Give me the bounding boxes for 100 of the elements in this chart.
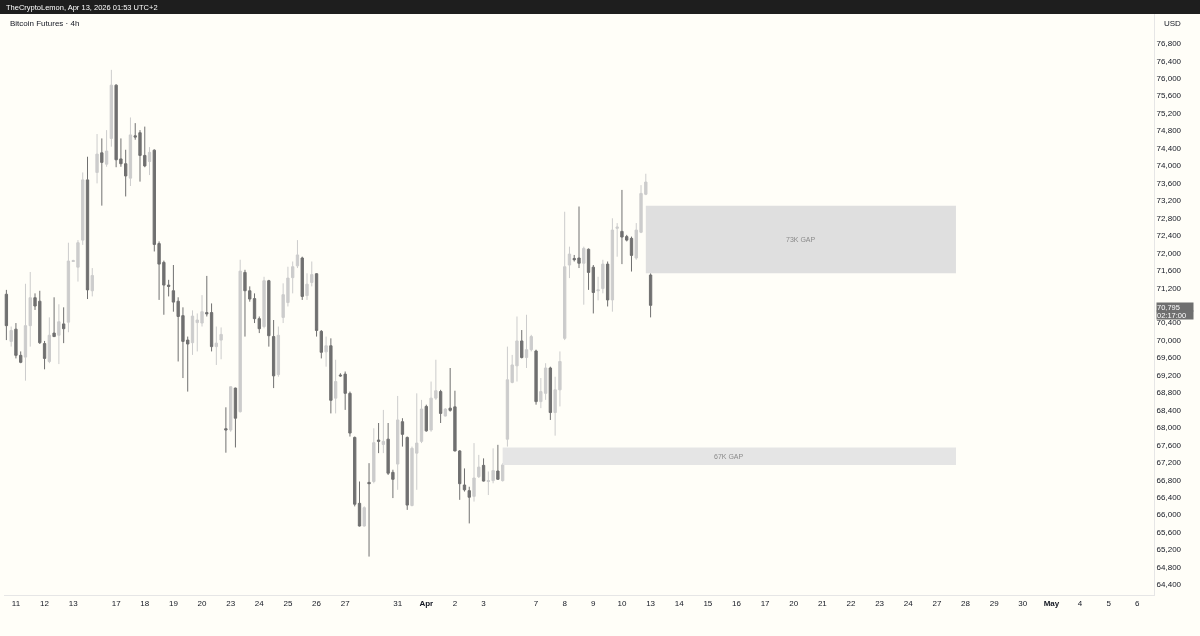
- candlestick: [477, 454, 481, 479]
- candlestick: [47, 316, 51, 364]
- x-tick-label: 20: [197, 598, 208, 608]
- candlestick: [424, 404, 428, 433]
- x-tick-label: 6: [1135, 598, 1141, 608]
- candlestick: [605, 261, 610, 307]
- y-tick-label: 70,400: [1156, 318, 1182, 328]
- candlestick: [61, 306, 66, 344]
- x-tick-label: 27: [932, 598, 942, 608]
- candlestick: [372, 427, 376, 484]
- y-tick-label: 64,800: [1156, 562, 1182, 572]
- y-tick-label: 71,600: [1156, 266, 1182, 276]
- candlestick: [214, 326, 219, 366]
- y-tick-label: 74,800: [1156, 126, 1182, 136]
- y-tick-label: 67,200: [1156, 458, 1182, 468]
- candlestick: [500, 462, 505, 483]
- y-tick-label: 66,800: [1156, 475, 1182, 485]
- x-tick-label: 12: [40, 598, 50, 608]
- candlestick: [90, 267, 94, 297]
- x-tick-label: 31: [393, 598, 403, 608]
- candlestick: [329, 337, 333, 414]
- y-axis-title: USD: [1164, 19, 1182, 28]
- candlestick: [95, 133, 99, 184]
- x-tick-label: 19: [168, 598, 179, 608]
- x-tick-label: 23: [875, 598, 885, 608]
- x-tick-label: 14: [674, 598, 685, 608]
- candlestick: [481, 457, 486, 483]
- x-tick-label: 17: [111, 598, 122, 608]
- candlestick: [496, 444, 500, 481]
- candlestick: [563, 211, 567, 341]
- candlestick: [42, 340, 47, 370]
- candlestick: [367, 462, 371, 558]
- x-tick-label: 4: [1077, 598, 1083, 608]
- candlestick: [305, 272, 309, 301]
- candlestick: [462, 467, 467, 493]
- candlestick: [405, 436, 409, 511]
- candlestick: [443, 407, 448, 417]
- x-tick-label: 30: [1018, 598, 1028, 608]
- x-tick-label: 7: [533, 598, 539, 608]
- y-tick-label: 70,000: [1156, 335, 1182, 345]
- candlestick: [610, 217, 615, 313]
- x-tick-label: 8: [562, 598, 568, 608]
- x-tick-label: 28: [961, 598, 971, 608]
- y-tick-label: 66,400: [1156, 493, 1182, 503]
- candlestick: [467, 486, 471, 524]
- candlestick: [147, 146, 152, 176]
- y-tick-label: 65,200: [1156, 545, 1182, 555]
- candlestick: [66, 242, 71, 333]
- candlestick: [472, 442, 476, 503]
- x-tick-label: 9: [591, 598, 597, 608]
- x-tick-label: 5: [1106, 598, 1112, 608]
- candlestick: [396, 395, 400, 491]
- candlestick: [57, 303, 61, 365]
- candlestick: [438, 389, 443, 424]
- candlestick: [520, 329, 524, 359]
- candlestick: [648, 272, 653, 318]
- candlestick: [419, 399, 424, 444]
- y-tick-label: 75,600: [1156, 91, 1182, 101]
- candlestick: [567, 246, 572, 279]
- candlestick: [400, 417, 405, 448]
- x-tick-label: 13: [646, 598, 656, 608]
- candlestick: [591, 264, 595, 314]
- candlestick: [333, 359, 338, 414]
- candlestick: [128, 116, 133, 187]
- y-tick-label: 71,200: [1156, 283, 1182, 293]
- y-tick-label: 72,400: [1156, 231, 1182, 241]
- x-tick-label: 10: [617, 598, 627, 608]
- y-tick-label: 64,400: [1156, 580, 1182, 590]
- candlestick: [9, 326, 13, 348]
- candlestick: [505, 346, 510, 448]
- candlestick: [314, 272, 319, 338]
- x-tick-label: 29: [989, 598, 1000, 608]
- y-tick-label: 72,800: [1156, 213, 1182, 223]
- x-tick-label: Apr: [419, 598, 434, 608]
- candlestick: [629, 236, 634, 273]
- y-tick-label: 76,800: [1156, 39, 1182, 49]
- candlestick: [276, 326, 281, 378]
- y-tick-label: 74,000: [1156, 161, 1182, 171]
- candlestick: [271, 319, 276, 389]
- candlestick: [548, 366, 553, 421]
- x-tick-label: 2: [452, 598, 458, 608]
- candlestick: [238, 259, 242, 414]
- y-tick-label: 67,600: [1156, 440, 1182, 450]
- candlestick: [319, 329, 323, 359]
- x-tick-label: 20: [789, 598, 799, 608]
- candlestick: [81, 171, 85, 246]
- candlestick: [219, 326, 223, 360]
- x-tick-label: 17: [760, 598, 771, 608]
- candlestick: [534, 349, 538, 406]
- candlestick: [362, 505, 366, 527]
- x-tick-label: 3: [481, 598, 487, 608]
- y-tick-label: 68,800: [1156, 388, 1182, 398]
- x-tick-label: 18: [140, 598, 150, 608]
- candlestick: [381, 409, 386, 454]
- candlestick: [100, 137, 104, 207]
- y-tick-label: 72,000: [1156, 248, 1182, 258]
- candlestick: [615, 222, 619, 258]
- x-tick-label: 13: [68, 598, 79, 608]
- candlestick: [262, 276, 266, 329]
- candlestick: [224, 406, 228, 454]
